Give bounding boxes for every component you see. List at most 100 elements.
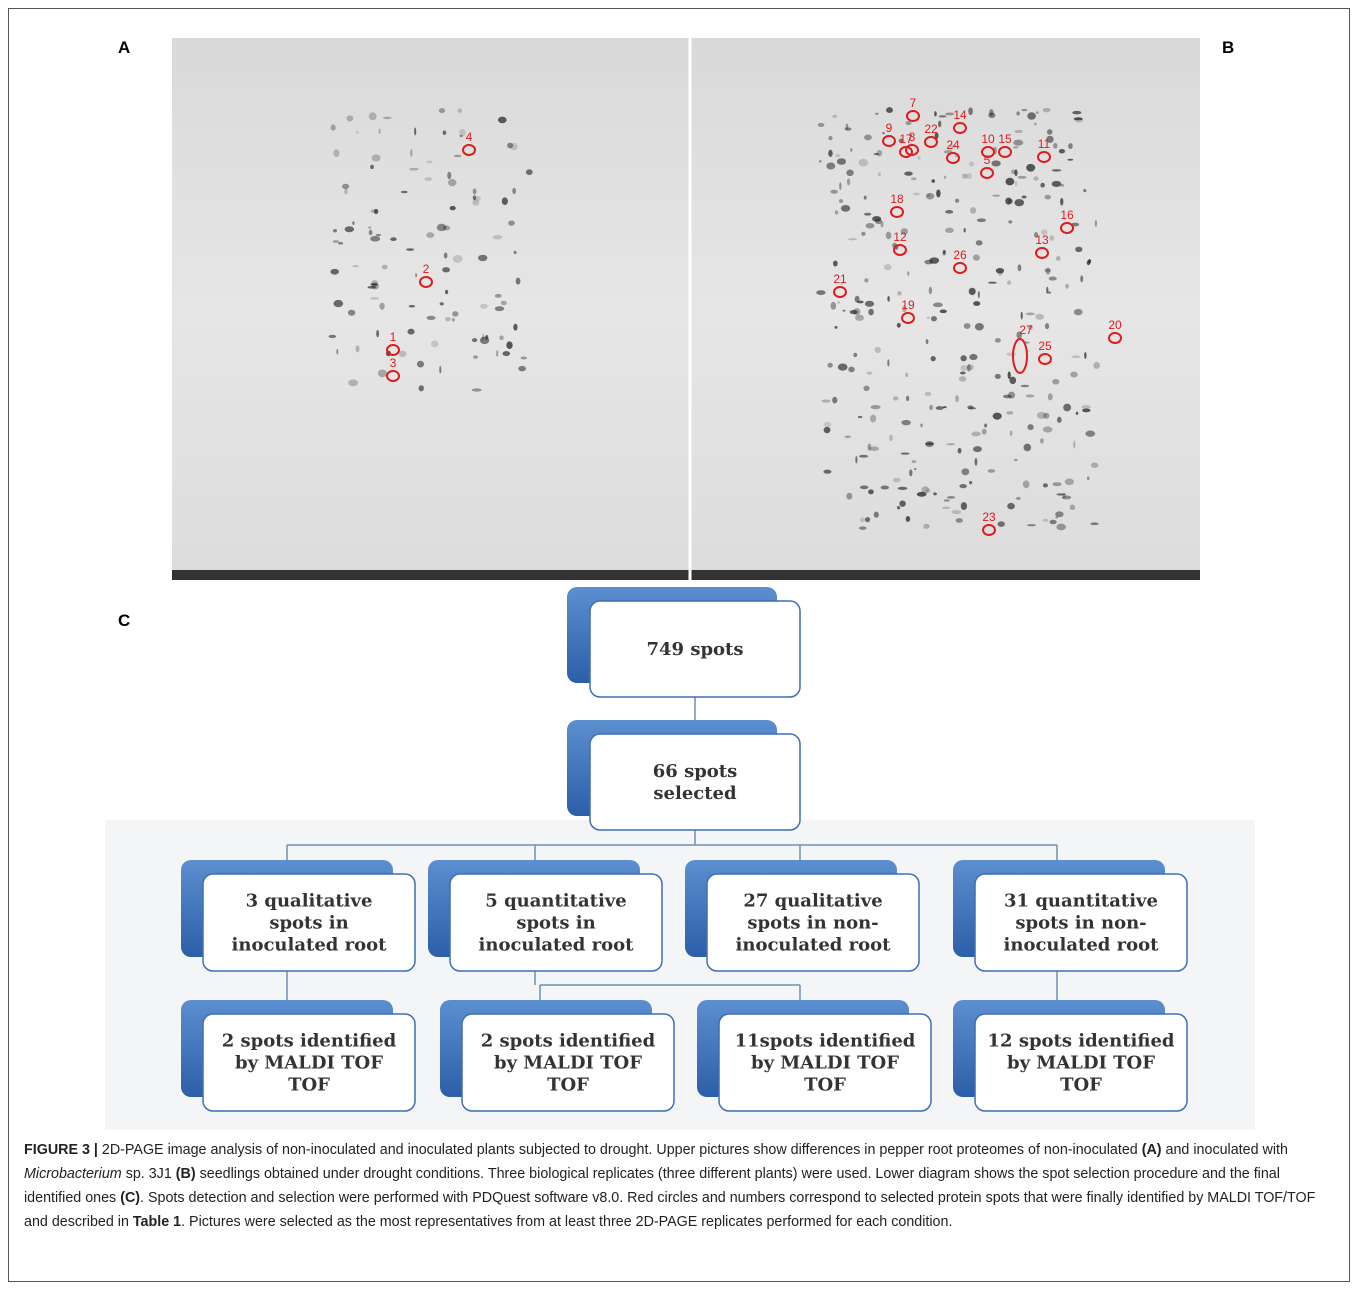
gel-spot xyxy=(1074,118,1083,123)
gel-spot xyxy=(993,413,1002,420)
box-text: 3 qualitative xyxy=(246,891,373,912)
caption-text: (A) xyxy=(1142,1142,1162,1158)
gel-spot xyxy=(1056,524,1066,531)
gel-spot xyxy=(1035,314,1044,320)
gel-spot xyxy=(951,510,961,514)
gel-spot xyxy=(344,188,347,194)
gel-spot xyxy=(1093,362,1100,369)
gel-spot xyxy=(1091,462,1098,467)
gel-spot xyxy=(897,323,901,328)
caption-text: sp. 3J1 xyxy=(122,1166,176,1182)
gel-spot xyxy=(969,481,972,484)
gel-spot xyxy=(842,310,845,312)
box-text: 66 spots xyxy=(653,761,738,782)
box-text: 5 quantitative xyxy=(485,891,626,912)
gel-spot xyxy=(875,347,881,353)
gel-spot xyxy=(947,496,955,499)
caption-text: (C) xyxy=(120,1190,140,1206)
gel-spot xyxy=(1055,516,1058,518)
gel-spot xyxy=(955,199,959,203)
gel-spot xyxy=(1040,438,1044,443)
spot-label: 1 xyxy=(390,330,397,344)
spot-label: 20 xyxy=(1108,318,1122,332)
gel-spot xyxy=(426,161,432,164)
gel-spot xyxy=(1036,111,1039,113)
gel-spot xyxy=(871,405,881,409)
gel-spot xyxy=(333,300,343,307)
gel-spot xyxy=(1026,394,1035,397)
gel-spot xyxy=(970,207,976,214)
gel-spot xyxy=(912,460,917,463)
gel-spot xyxy=(376,330,379,337)
gel-spot xyxy=(832,397,837,404)
gel-spot xyxy=(924,260,933,265)
gel-spot xyxy=(437,224,447,231)
gel-spot xyxy=(975,323,984,330)
gel-spot xyxy=(1065,284,1069,289)
spot-label: 7 xyxy=(910,96,917,110)
gel-spot xyxy=(495,294,502,298)
gel-spot xyxy=(424,177,432,181)
gel-spot xyxy=(514,251,517,254)
gel-spot xyxy=(833,261,838,267)
gel-spot xyxy=(1060,198,1063,206)
gel-spot xyxy=(968,107,973,115)
box-text: inoculated root xyxy=(1004,935,1160,956)
box-text: spots in non- xyxy=(747,913,878,934)
caption-text: FIGURE 3 | xyxy=(24,1142,102,1158)
figure-caption: FIGURE 3 | 2D-PAGE image analysis of non… xyxy=(24,1138,1340,1234)
gel-spot xyxy=(414,128,416,136)
gel-spot xyxy=(501,301,507,305)
box-text: spots in non- xyxy=(1015,913,1146,934)
gel-spot xyxy=(382,265,388,270)
gel-spot xyxy=(399,351,407,357)
gel-spot xyxy=(863,386,869,391)
gel-spot xyxy=(1021,312,1023,320)
gel-spot xyxy=(1026,313,1035,316)
gel-spot xyxy=(996,268,1004,273)
box-text: 11spots identified xyxy=(735,1031,916,1052)
gel-spot xyxy=(907,271,909,275)
spot-label: 25 xyxy=(1038,339,1052,353)
gel-spot xyxy=(1043,519,1049,522)
gel-spot xyxy=(508,221,515,226)
gel-spot xyxy=(897,506,900,509)
spot-label: 12 xyxy=(893,230,907,244)
gel-spot xyxy=(901,420,911,425)
gel-spot xyxy=(959,484,966,488)
gel-spot xyxy=(1071,355,1080,358)
gel-spot xyxy=(407,329,414,335)
gel-spot xyxy=(846,493,852,500)
gel-spot xyxy=(1085,431,1095,437)
gel-spot xyxy=(956,518,963,523)
gel-spot xyxy=(920,423,922,427)
gel-spot xyxy=(887,359,889,366)
gel-spot xyxy=(853,353,857,357)
gel-spot xyxy=(995,338,1001,343)
gel-spot xyxy=(1018,264,1022,271)
box-text: 31 quantitative xyxy=(1004,891,1158,912)
spot-label: 3 xyxy=(390,356,397,370)
box-text: by MALDI TOF xyxy=(235,1053,383,1074)
caption-text: . Pictures were selected as the most rep… xyxy=(181,1214,952,1230)
gel-spot xyxy=(859,455,868,458)
gel-spot xyxy=(1055,511,1063,517)
gel-spot xyxy=(1013,140,1023,146)
gel-spot xyxy=(333,240,339,243)
caption-text: 2D-PAGE image analysis of non-inoculated… xyxy=(102,1142,1142,1158)
gel-spot xyxy=(926,339,929,344)
gel-spot xyxy=(893,396,898,400)
box xyxy=(590,734,800,830)
gel-spot xyxy=(816,290,825,295)
gel-spot xyxy=(913,193,920,196)
gel-spot xyxy=(961,502,967,510)
spot-label: 21 xyxy=(833,272,847,286)
gel-spot xyxy=(867,372,872,375)
gel-spot xyxy=(368,226,371,228)
gel-spot xyxy=(426,232,434,238)
gel-spot xyxy=(893,478,901,483)
gel-spot xyxy=(967,405,973,409)
gel-spot xyxy=(1021,385,1030,387)
spot-label: 10 xyxy=(981,132,995,146)
gel-spot xyxy=(938,121,941,128)
